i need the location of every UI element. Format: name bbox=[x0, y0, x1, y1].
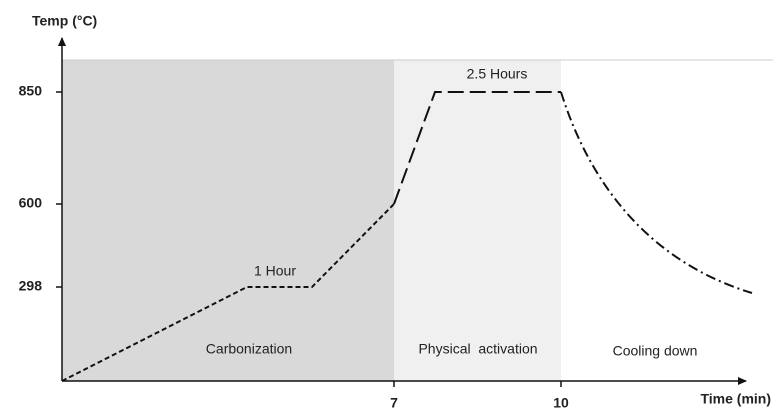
activation-curve bbox=[393, 91, 561, 205]
y-tick-label: 850 bbox=[19, 83, 43, 99]
region-label: Carbonization bbox=[206, 341, 292, 357]
y-tick-label: 600 bbox=[19, 195, 43, 211]
annotation: 1 Hour bbox=[254, 263, 296, 279]
y-tick-label: 298 bbox=[19, 278, 43, 294]
x-tick-label: 7 bbox=[390, 395, 398, 411]
tick-marks bbox=[56, 91, 562, 387]
x-tick-label: 10 bbox=[553, 395, 569, 411]
carbonization-region bbox=[62, 60, 394, 381]
annotation: 2.5 Hours bbox=[467, 66, 528, 82]
activation-region bbox=[394, 60, 561, 381]
carbonization-curve bbox=[61, 203, 395, 382]
region-label: Cooling down bbox=[613, 343, 698, 359]
y-axis-label: Temp (°C) bbox=[32, 13, 97, 29]
x-axis-label: Time (min) bbox=[700, 391, 771, 407]
cooling-curve bbox=[560, 91, 753, 294]
region-label: Physical activation bbox=[418, 341, 537, 357]
